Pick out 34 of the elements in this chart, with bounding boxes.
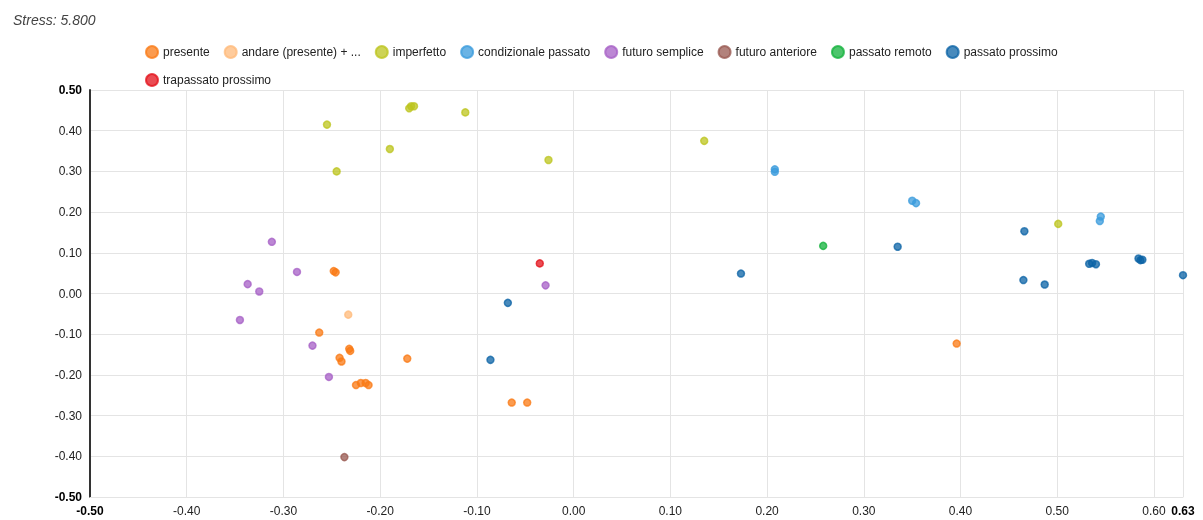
legend-label: andare (presente) + ... <box>241 45 361 59</box>
x-tick-label: -0.40 <box>173 504 201 518</box>
x-tick-label: 0.50 <box>1045 504 1070 518</box>
y-tick-label: 0.30 <box>58 164 83 179</box>
y-tick-label: -0.20 <box>54 367 83 382</box>
y-tick-label: -0.50 <box>54 490 83 504</box>
legend-label: trapassato prossimo <box>163 73 272 87</box>
chart-title: Stress: 5.800 <box>13 12 96 28</box>
y-tick-label: -0.30 <box>54 408 83 423</box>
y-tick-label: 0.00 <box>58 286 83 301</box>
legend-label: passato remoto <box>848 45 932 59</box>
y-tick-label: 0.20 <box>58 205 83 220</box>
x-tick-label: -0.30 <box>269 504 298 518</box>
x-tick-label: -0.20 <box>366 504 395 518</box>
legend-label: condizionale passato <box>478 45 591 59</box>
legend-label: passato prossimo <box>963 45 1059 59</box>
x-tick-label: 0.60 <box>1142 504 1166 518</box>
x-tick-label: 0.63 <box>1171 504 1195 518</box>
x-tick-label: 0.10 <box>658 504 683 518</box>
legend-label: imperfetto <box>392 45 447 59</box>
legend-label: presente <box>163 45 211 59</box>
legend-label: futuro semplice <box>622 45 704 59</box>
x-tick-label: -0.50 <box>76 504 104 518</box>
y-tick-label: 0.10 <box>58 245 83 260</box>
y-tick-label: -0.10 <box>54 327 83 342</box>
y-tick-label: 0.40 <box>58 123 83 138</box>
y-tick-label: -0.40 <box>54 449 83 464</box>
x-tick-label: 0.40 <box>948 504 973 518</box>
x-tick-label: 0.00 <box>561 504 586 518</box>
x-tick-label: 0.30 <box>852 504 876 518</box>
x-tick-label: 0.20 <box>755 504 780 518</box>
x-tick-label: -0.10 <box>463 504 491 518</box>
legend-label: futuro anteriore <box>735 45 818 59</box>
y-tick-label: 0.50 <box>58 83 83 97</box>
